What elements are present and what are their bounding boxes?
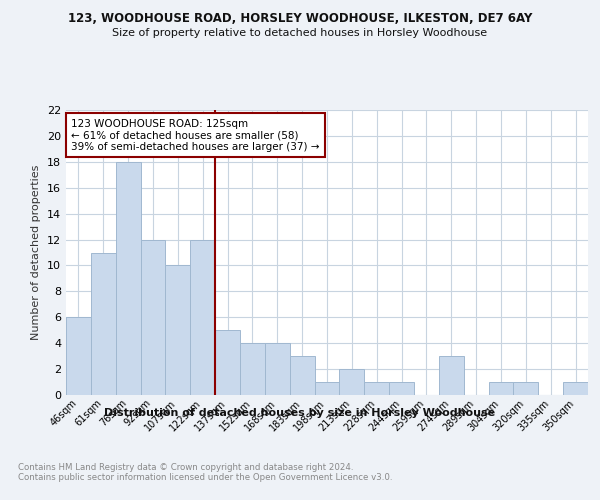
Bar bbox=[265, 343, 290, 395]
Bar bbox=[340, 369, 364, 395]
Bar bbox=[116, 162, 140, 395]
Bar bbox=[290, 356, 314, 395]
Bar bbox=[215, 330, 240, 395]
Text: 123 WOODHOUSE ROAD: 125sqm
← 61% of detached houses are smaller (58)
39% of semi: 123 WOODHOUSE ROAD: 125sqm ← 61% of deta… bbox=[71, 118, 320, 152]
Bar bbox=[389, 382, 414, 395]
Bar bbox=[240, 343, 265, 395]
Bar bbox=[314, 382, 340, 395]
Bar bbox=[563, 382, 588, 395]
Bar bbox=[364, 382, 389, 395]
Text: Contains HM Land Registry data © Crown copyright and database right 2024.
Contai: Contains HM Land Registry data © Crown c… bbox=[18, 462, 392, 482]
Bar bbox=[140, 240, 166, 395]
Bar bbox=[514, 382, 538, 395]
Text: Distribution of detached houses by size in Horsley Woodhouse: Distribution of detached houses by size … bbox=[104, 408, 496, 418]
Bar bbox=[91, 252, 116, 395]
Bar bbox=[439, 356, 464, 395]
Bar bbox=[66, 318, 91, 395]
Bar bbox=[190, 240, 215, 395]
Y-axis label: Number of detached properties: Number of detached properties bbox=[31, 165, 41, 340]
Text: Size of property relative to detached houses in Horsley Woodhouse: Size of property relative to detached ho… bbox=[112, 28, 488, 38]
Bar bbox=[166, 266, 190, 395]
Text: 123, WOODHOUSE ROAD, HORSLEY WOODHOUSE, ILKESTON, DE7 6AY: 123, WOODHOUSE ROAD, HORSLEY WOODHOUSE, … bbox=[68, 12, 532, 26]
Bar bbox=[488, 382, 514, 395]
